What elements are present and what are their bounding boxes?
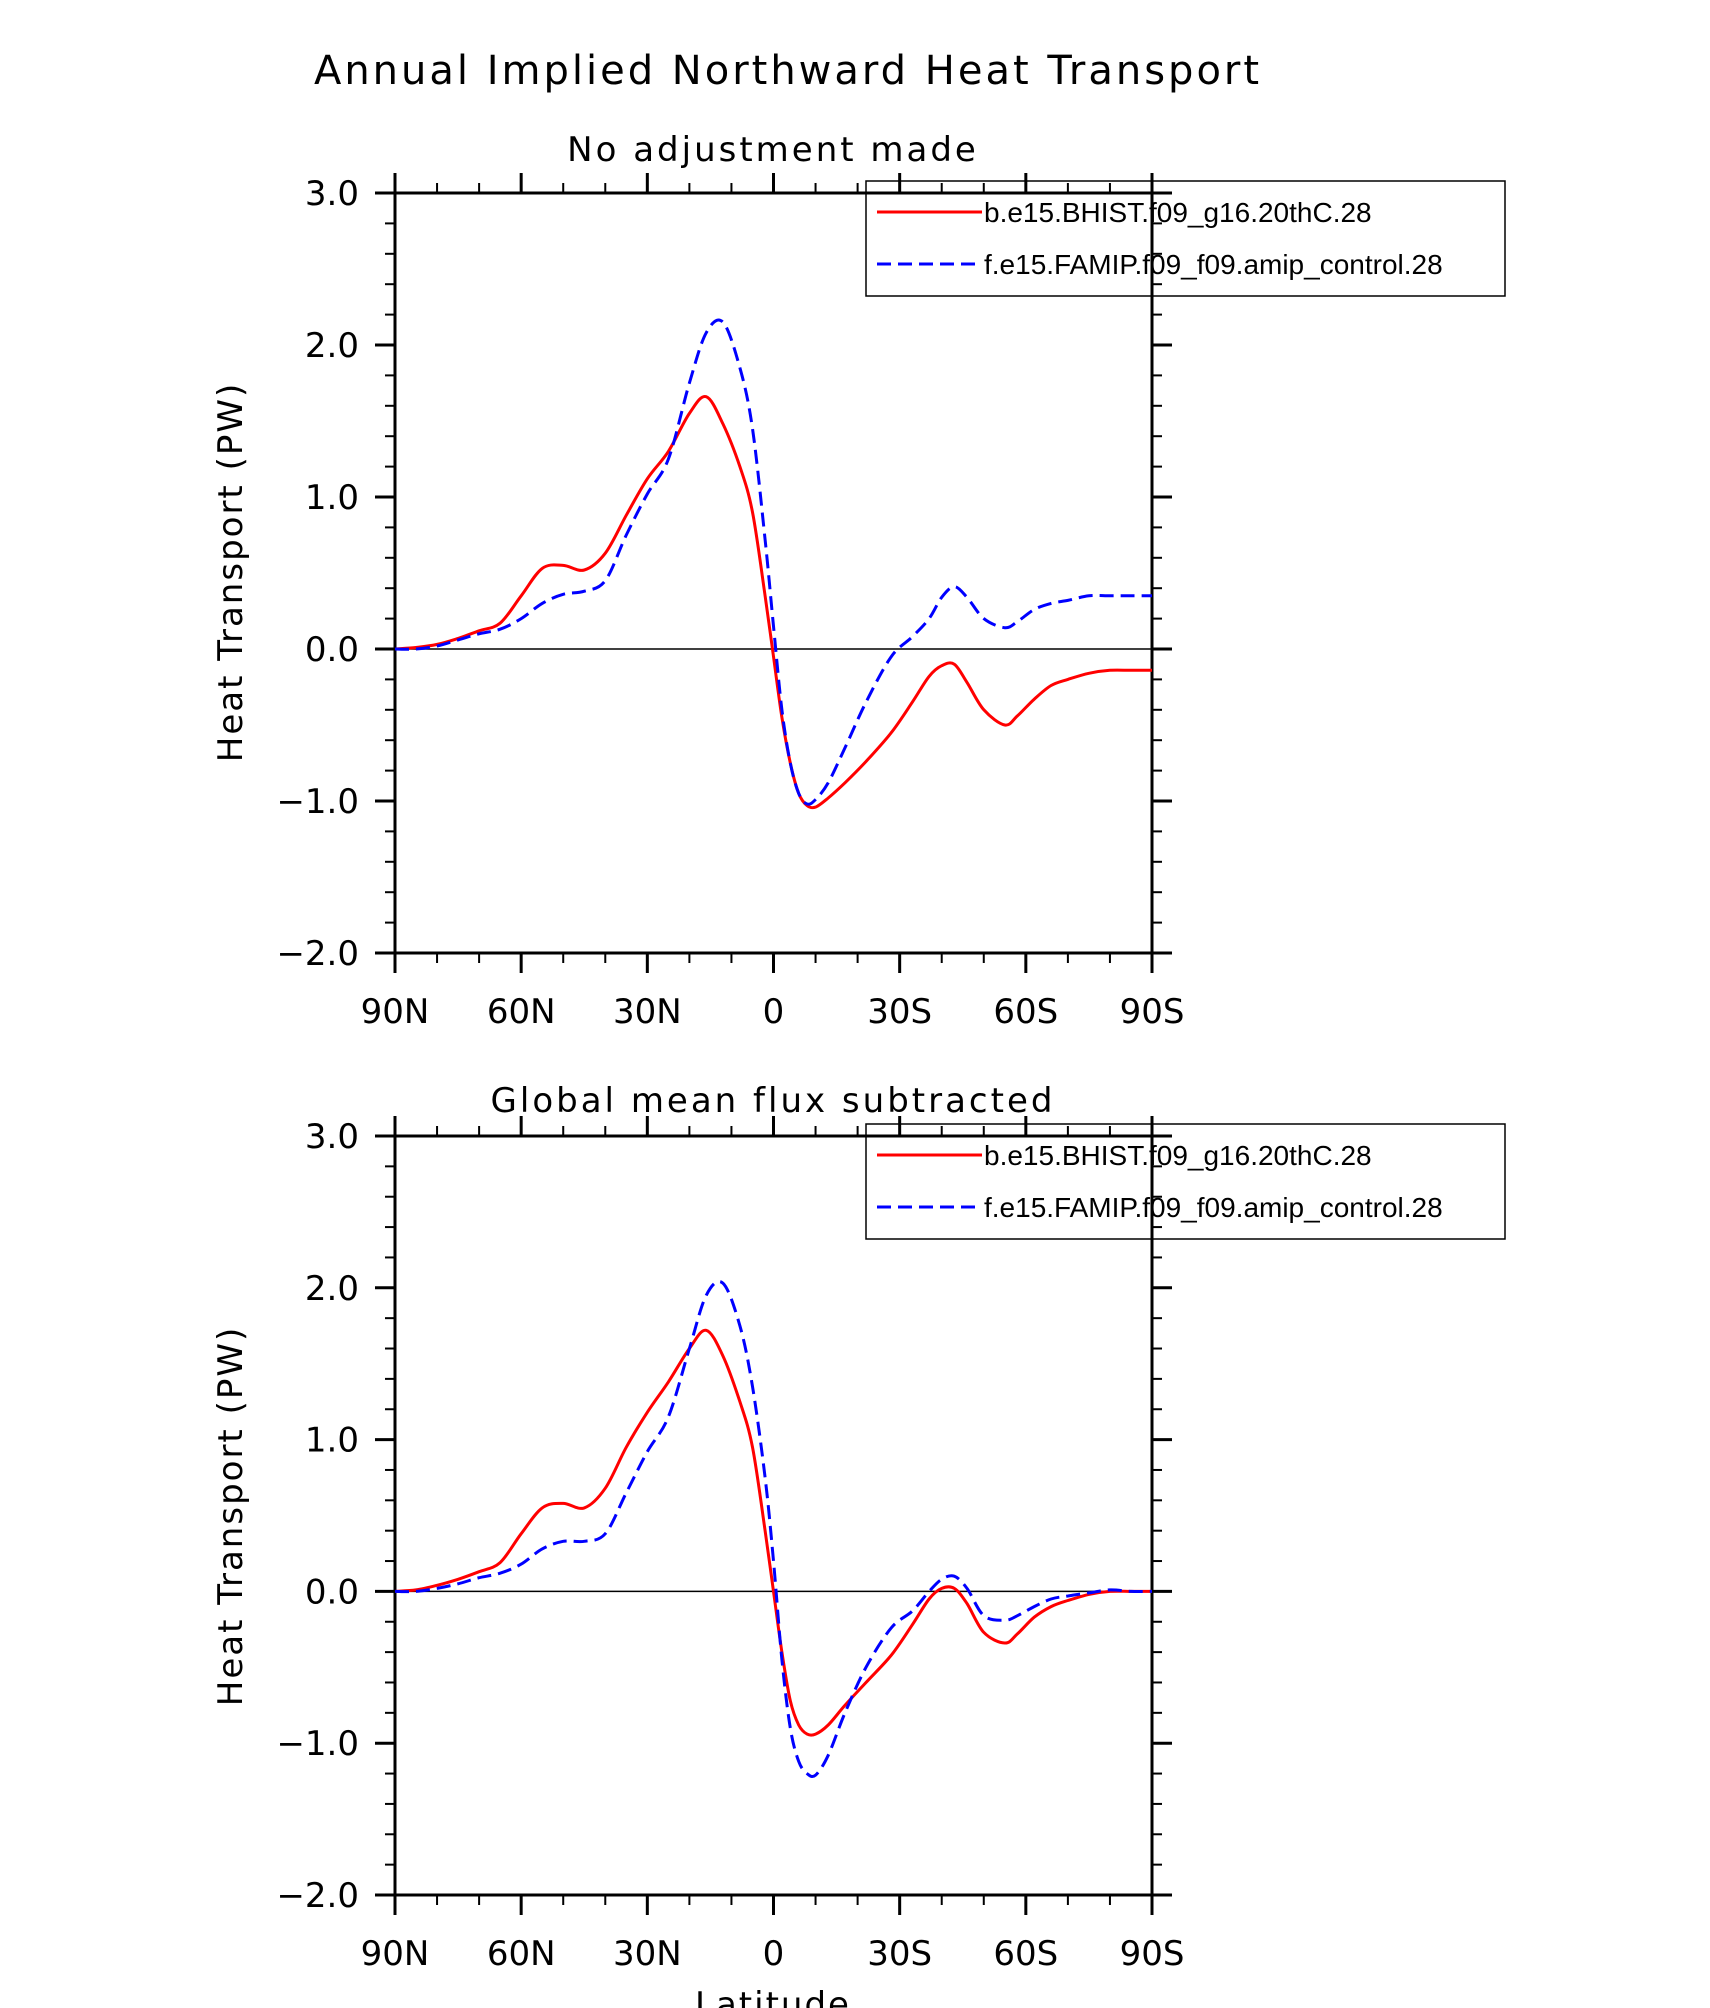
x-tick-label: 60N — [487, 992, 556, 1032]
y-tick-label: −1.0 — [276, 1724, 359, 1764]
legend-label: b.e15.BHIST.f09_g16.20thC.28 — [984, 197, 1372, 228]
plot-frame — [393, 191, 1154, 955]
y-tick-label: 3.0 — [305, 1117, 359, 1157]
series-line-bhist — [394, 395, 1152, 810]
legend-label: f.e15.FAMIP.f09_f09.amip_control.28 — [984, 249, 1443, 280]
series-line-famip — [394, 318, 1152, 806]
x-tick-label: 30N — [613, 1934, 682, 1974]
plot-frame — [393, 1134, 1154, 1897]
y-tick-label: 1.0 — [305, 478, 359, 518]
y-axis-label: Heat Transport (PW) — [211, 382, 251, 762]
x-tick-label: 90S — [1120, 1934, 1185, 1974]
series-line-bhist — [394, 1328, 1152, 1737]
x-tick-label: 60S — [993, 992, 1058, 1032]
y-tick-label: 2.0 — [305, 326, 359, 366]
y-tick-label: −1.0 — [276, 782, 359, 822]
panel-title: No adjustment made — [567, 130, 979, 170]
y-tick-label: 1.0 — [305, 1421, 359, 1461]
y-axis-label: Heat Transport (PW) — [211, 1326, 251, 1706]
y-tick-label: 0.0 — [305, 1572, 359, 1612]
panel-bottom: Global mean flux subtracted Heat Transpo… — [211, 1081, 1506, 2008]
x-tick-label: 30N — [613, 992, 682, 1032]
y-tick-label: 2.0 — [305, 1269, 359, 1309]
x-tick-label: 90N — [361, 992, 430, 1032]
legend: b.e15.BHIST.f09_g16.20thC.28 f.e15.FAMIP.… — [865, 180, 1506, 297]
legend-label: b.e15.BHIST.f09_g16.20thC.28 — [984, 1140, 1372, 1171]
x-tick-label: 90N — [361, 1934, 430, 1974]
y-tick-label: −2.0 — [276, 1876, 359, 1916]
y-tick-label: 3.0 — [305, 174, 359, 214]
x-tick-label: 0 — [763, 1934, 785, 1974]
legend-box — [865, 180, 1506, 297]
legend-box — [865, 1123, 1506, 1240]
x-tick-label: 0 — [763, 992, 785, 1032]
legend: b.e15.BHIST.f09_g16.20thC.28 f.e15.FAMIP.… — [865, 1123, 1506, 1240]
panel-top: No adjustment made Heat Transport (PW) 3… — [211, 130, 1506, 1032]
figure-title: Annual Implied Northward Heat Transport — [314, 48, 1262, 94]
x-tick-label: 60S — [993, 1934, 1058, 1974]
series-line-famip — [394, 1279, 1153, 1779]
x-tick-label: 30S — [867, 992, 932, 1032]
x-tick-label: 90S — [1120, 992, 1185, 1032]
panel-title: Global mean flux subtracted — [491, 1081, 1056, 1121]
x-axis-label: Latitude — [695, 1985, 851, 2008]
y-tick-label: −2.0 — [276, 934, 359, 974]
y-tick-label: 0.0 — [305, 630, 359, 670]
legend-label: f.e15.FAMIP.f09_f09.amip_control.28 — [984, 1192, 1443, 1223]
x-tick-label: 30S — [867, 1934, 932, 1974]
x-tick-label: 60N — [487, 1934, 556, 1974]
